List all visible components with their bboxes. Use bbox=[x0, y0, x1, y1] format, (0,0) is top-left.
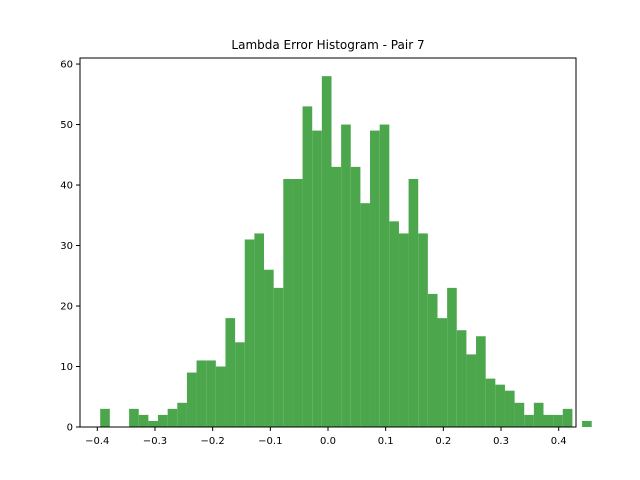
y-tick-label: 60 bbox=[60, 60, 73, 71]
x-tick-label: 0.4 bbox=[551, 436, 567, 447]
histogram-bar bbox=[206, 360, 216, 427]
histogram-bar bbox=[524, 414, 534, 427]
histogram-bar bbox=[360, 203, 371, 427]
histogram-bar bbox=[138, 414, 149, 427]
histogram-bar bbox=[186, 372, 197, 427]
chart-title: Lambda Error Histogram - Pair 7 bbox=[231, 38, 424, 52]
histogram-bar bbox=[244, 239, 255, 427]
x-axis: −0.4 −0.3 −0.2 −0.1 0.0 0.1 0.2 0.3 0.4 bbox=[85, 427, 567, 447]
histogram-bar bbox=[495, 384, 505, 427]
histogram-bar bbox=[389, 221, 399, 427]
histogram-bar bbox=[447, 287, 457, 427]
histogram-bar bbox=[466, 354, 477, 427]
histogram-bar bbox=[370, 130, 380, 427]
x-tick-label: 0.1 bbox=[378, 436, 394, 447]
y-tick-label: 30 bbox=[60, 241, 73, 252]
histogram-bar bbox=[485, 378, 496, 427]
histogram-bar bbox=[254, 233, 265, 427]
histogram-bar bbox=[264, 269, 274, 427]
x-tick-label: −0.1 bbox=[258, 436, 282, 447]
x-tick-label: −0.3 bbox=[143, 436, 167, 447]
x-tick-label: −0.4 bbox=[85, 436, 109, 447]
histogram-bar bbox=[514, 402, 525, 427]
histogram-bar bbox=[476, 336, 486, 427]
histogram-bar bbox=[350, 166, 361, 427]
x-tick-label: 0.2 bbox=[435, 436, 451, 447]
histogram-bars bbox=[100, 76, 592, 428]
histogram-bar bbox=[196, 360, 207, 427]
histogram-bar bbox=[158, 414, 168, 427]
histogram-bar bbox=[418, 233, 428, 427]
y-tick-label: 50 bbox=[60, 120, 73, 131]
x-tick-label: 0.0 bbox=[320, 436, 336, 447]
histogram-bar bbox=[273, 287, 284, 427]
histogram-bar bbox=[302, 106, 313, 427]
histogram-bar bbox=[582, 420, 592, 427]
histogram-bar bbox=[235, 342, 245, 427]
histogram-bar bbox=[148, 420, 159, 427]
histogram-bar bbox=[129, 408, 139, 427]
histogram-bar bbox=[533, 402, 544, 427]
histogram-bar bbox=[177, 402, 187, 427]
histogram-bar bbox=[215, 366, 226, 427]
histogram-bar bbox=[408, 178, 419, 427]
y-tick-label: 10 bbox=[60, 362, 73, 373]
histogram-bar bbox=[437, 318, 448, 427]
histogram-bar bbox=[312, 130, 322, 427]
x-tick-label: −0.2 bbox=[201, 436, 225, 447]
histogram-bar bbox=[100, 408, 110, 427]
histogram-bar bbox=[283, 178, 293, 427]
histogram-bar bbox=[292, 178, 303, 427]
y-tick-label: 40 bbox=[60, 181, 73, 192]
histogram-bar bbox=[427, 293, 438, 427]
histogram-bar bbox=[331, 166, 342, 427]
x-tick-label: 0.3 bbox=[493, 436, 509, 447]
histogram-bar bbox=[379, 124, 390, 427]
y-tick-label: 20 bbox=[60, 302, 73, 313]
histogram-bar bbox=[562, 408, 573, 427]
histogram-bar bbox=[398, 233, 409, 427]
y-axis: 0 10 20 30 40 50 60 bbox=[60, 60, 80, 434]
histogram-bar bbox=[341, 124, 351, 427]
histogram-bar bbox=[504, 390, 515, 427]
histogram-bar bbox=[225, 318, 236, 427]
histogram-bar bbox=[543, 414, 554, 427]
histogram-bar bbox=[456, 330, 467, 427]
histogram-bar bbox=[553, 414, 563, 427]
histogram-bar bbox=[321, 76, 332, 428]
histogram-bar bbox=[167, 408, 178, 427]
plot-frame bbox=[79, 57, 577, 428]
y-tick-label: 0 bbox=[67, 423, 73, 434]
